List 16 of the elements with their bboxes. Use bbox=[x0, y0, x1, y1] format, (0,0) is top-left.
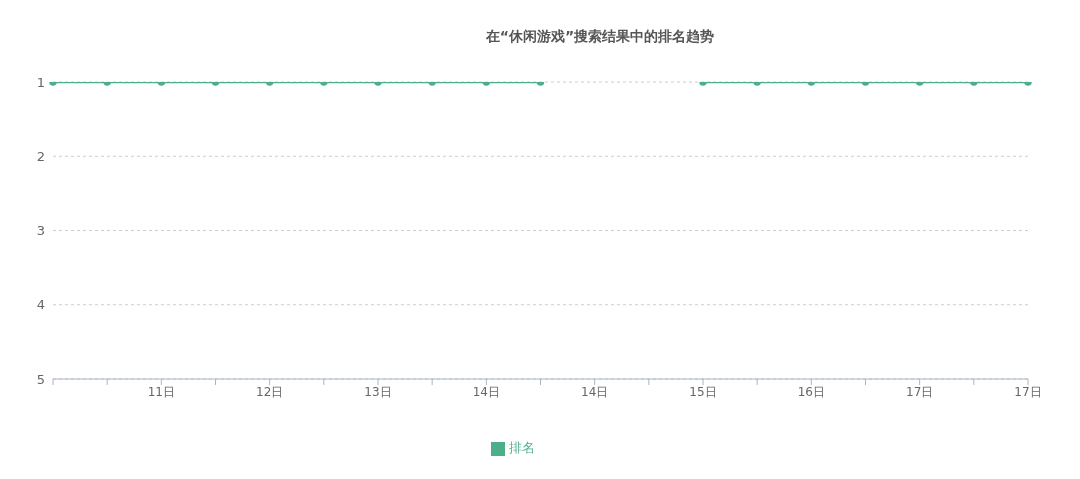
x-tick-label: 17日 bbox=[906, 384, 934, 399]
y-tick-label: 2 bbox=[36, 148, 45, 164]
chart-title: 在“休闲游戏”搜索结果中的排名趋势 bbox=[484, 27, 716, 46]
y-tick-label: 1 bbox=[36, 74, 45, 90]
x-tick-label: 11日 bbox=[147, 384, 175, 399]
y-tick-label: 5 bbox=[36, 371, 45, 387]
y-tick-label: 3 bbox=[36, 223, 45, 239]
x-tick-label: 14日 bbox=[472, 384, 500, 399]
x-tick-label: 13日 bbox=[364, 384, 392, 399]
x-tick-label: 15日 bbox=[689, 384, 717, 399]
x-tick-label: 17日 bbox=[1014, 384, 1042, 399]
y-tick-label: 4 bbox=[36, 297, 45, 313]
legend-label: 排名 bbox=[509, 440, 535, 455]
x-tick-label: 12日 bbox=[256, 384, 284, 399]
x-tick-label: 14日 bbox=[581, 384, 609, 399]
x-tick-label: 16日 bbox=[797, 384, 825, 399]
